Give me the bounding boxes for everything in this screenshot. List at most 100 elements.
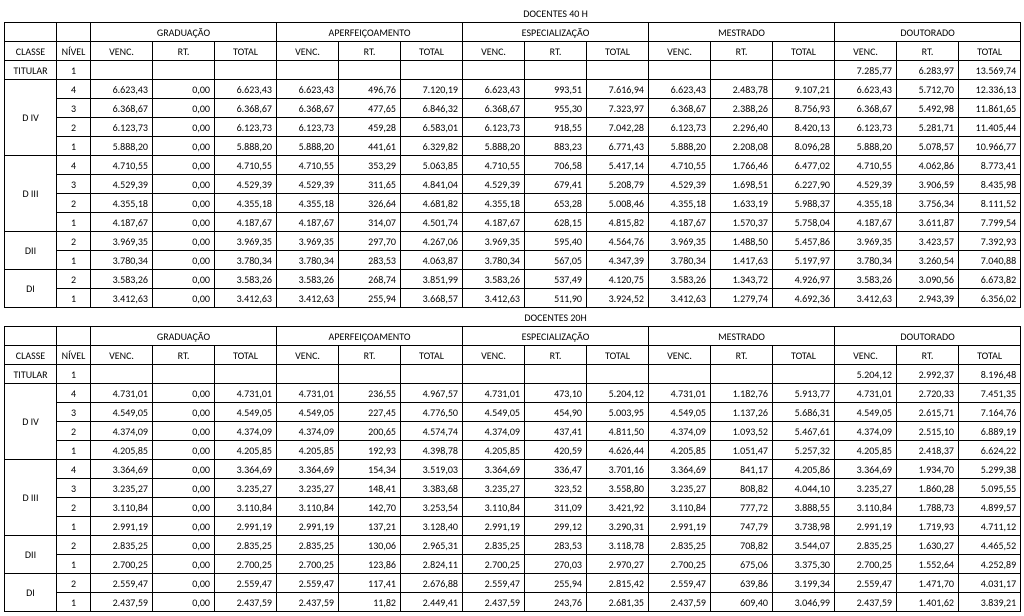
value-cell: 5.003,95: [587, 403, 649, 422]
table-row: 15.888,200,005.888,205.888,20441,616.329…: [5, 137, 1021, 156]
value-cell: 5.712,70: [897, 80, 959, 99]
value-cell: 2.835,25: [463, 536, 525, 555]
value-cell: 3.128,40: [401, 517, 463, 536]
classe-cell: DI: [5, 574, 57, 612]
value-cell: 4.710,55: [835, 156, 897, 175]
salary-tables: DOCENTES 40 HGRADUAÇÃOAPERFEIÇOAMENTOESP…: [4, 4, 1021, 612]
value-cell: 5.686,31: [773, 403, 835, 422]
value-cell: 2.437,59: [463, 593, 525, 612]
value-cell: 595,40: [525, 232, 587, 251]
table-row: 36.368,670,006.368,676.368,67477,656.846…: [5, 99, 1021, 118]
value-cell: 4.710,55: [215, 156, 277, 175]
value-cell: 8.111,52: [959, 194, 1021, 213]
value-cell: 323,52: [525, 479, 587, 498]
nivel-cell: 1: [57, 365, 91, 384]
value-cell: 8.196,48: [959, 365, 1021, 384]
value-cell: 5.095,55: [959, 479, 1021, 498]
value-cell: 7.323,97: [587, 99, 649, 118]
nivel-cell: 2: [57, 498, 91, 517]
value-cell: 2.992,37: [897, 365, 959, 384]
value-cell: 1.552,64: [897, 555, 959, 574]
value-cell: 4.355,18: [91, 194, 153, 213]
value-cell: 3.780,34: [463, 251, 525, 270]
value-cell: 4.574,74: [401, 422, 463, 441]
value-cell: 1.860,28: [897, 479, 959, 498]
nivel-cell: 3: [57, 175, 91, 194]
value-cell: 4.549,05: [649, 403, 711, 422]
value-cell: 6.368,67: [835, 99, 897, 118]
value-cell: [339, 61, 401, 80]
nivel-cell: 2: [57, 232, 91, 251]
value-cell: [401, 365, 463, 384]
value-cell: 609,40: [711, 593, 773, 612]
value-cell: 3.969,35: [277, 232, 339, 251]
value-cell: 4.626,44: [587, 441, 649, 460]
value-cell: 6.846,32: [401, 99, 463, 118]
value-cell: 1.630,27: [897, 536, 959, 555]
table-row: TITULAR15.204,122.992,378.196,48: [5, 365, 1021, 384]
value-cell: 3.046,99: [773, 593, 835, 612]
value-cell: 3.583,26: [463, 270, 525, 289]
value-cell: 1.471,70: [897, 574, 959, 593]
nivel-cell: 1: [57, 213, 91, 232]
value-cell: 3.701,16: [587, 460, 649, 479]
value-cell: 0,00: [153, 213, 215, 232]
value-cell: 4.549,05: [277, 403, 339, 422]
classe-cell: DII: [5, 536, 57, 574]
table-row: TITULAR17.285,776.283,9713.569,74: [5, 61, 1021, 80]
value-cell: 5.204,12: [587, 384, 649, 403]
value-cell: 148,41: [339, 479, 401, 498]
value-cell: 675,06: [711, 555, 773, 574]
nivel-cell: 2: [57, 574, 91, 593]
table-row: 14.187,670,004.187,674.187,67314,074.501…: [5, 213, 1021, 232]
value-cell: 7.120,19: [401, 80, 463, 99]
col-subheader: VENC.: [91, 346, 153, 365]
value-cell: 7.451,35: [959, 384, 1021, 403]
table-row: 13.412,630,003.412,633.412,63255,943.668…: [5, 289, 1021, 308]
nivel-cell: 1: [57, 593, 91, 612]
value-cell: 227,45: [339, 403, 401, 422]
value-cell: 4.205,85: [277, 441, 339, 460]
value-cell: 7.040,88: [959, 251, 1021, 270]
value-cell: 4.355,18: [277, 194, 339, 213]
value-cell: [525, 61, 587, 80]
header-blank: [5, 23, 57, 42]
table-row: DII23.969,350,003.969,353.969,35297,704.…: [5, 232, 1021, 251]
col-subheader: RT.: [339, 346, 401, 365]
value-cell: 6.673,82: [959, 270, 1021, 289]
value-cell: 6.623,43: [215, 80, 277, 99]
value-cell: 473,10: [525, 384, 587, 403]
value-cell: 10.966,77: [959, 137, 1021, 156]
value-cell: 5.492,98: [897, 99, 959, 118]
value-cell: 5.008,46: [587, 194, 649, 213]
value-cell: 2.835,25: [277, 536, 339, 555]
group-header: APERFEIÇOAMENTO: [277, 327, 463, 346]
value-cell: 1.633,19: [711, 194, 773, 213]
value-cell: 2.418,37: [897, 441, 959, 460]
col-subheader: VENC.: [463, 42, 525, 61]
value-cell: 5.758,04: [773, 213, 835, 232]
value-cell: 6.624,22: [959, 441, 1021, 460]
value-cell: 3.364,69: [835, 460, 897, 479]
value-cell: 1.766,46: [711, 156, 773, 175]
value-cell: 2.437,59: [277, 593, 339, 612]
col-subheader: RT.: [339, 42, 401, 61]
col-subheader: RT.: [525, 42, 587, 61]
value-cell: 8.420,13: [773, 118, 835, 137]
value-cell: 5.888,20: [835, 137, 897, 156]
value-cell: 3.888,55: [773, 498, 835, 517]
value-cell: 2.681,35: [587, 593, 649, 612]
classe-cell: D IV: [5, 80, 57, 156]
value-cell: 6.283,97: [897, 61, 959, 80]
classe-cell: DII: [5, 232, 57, 270]
value-cell: [773, 365, 835, 384]
value-cell: 2.835,25: [649, 536, 711, 555]
value-cell: 5.888,20: [463, 137, 525, 156]
value-cell: 314,07: [339, 213, 401, 232]
value-cell: 2.559,47: [649, 574, 711, 593]
value-cell: 5.204,12: [835, 365, 897, 384]
value-cell: 3.364,69: [91, 460, 153, 479]
value-cell: 2.700,25: [215, 555, 277, 574]
value-cell: 5.078,57: [897, 137, 959, 156]
value-cell: 3.412,63: [215, 289, 277, 308]
